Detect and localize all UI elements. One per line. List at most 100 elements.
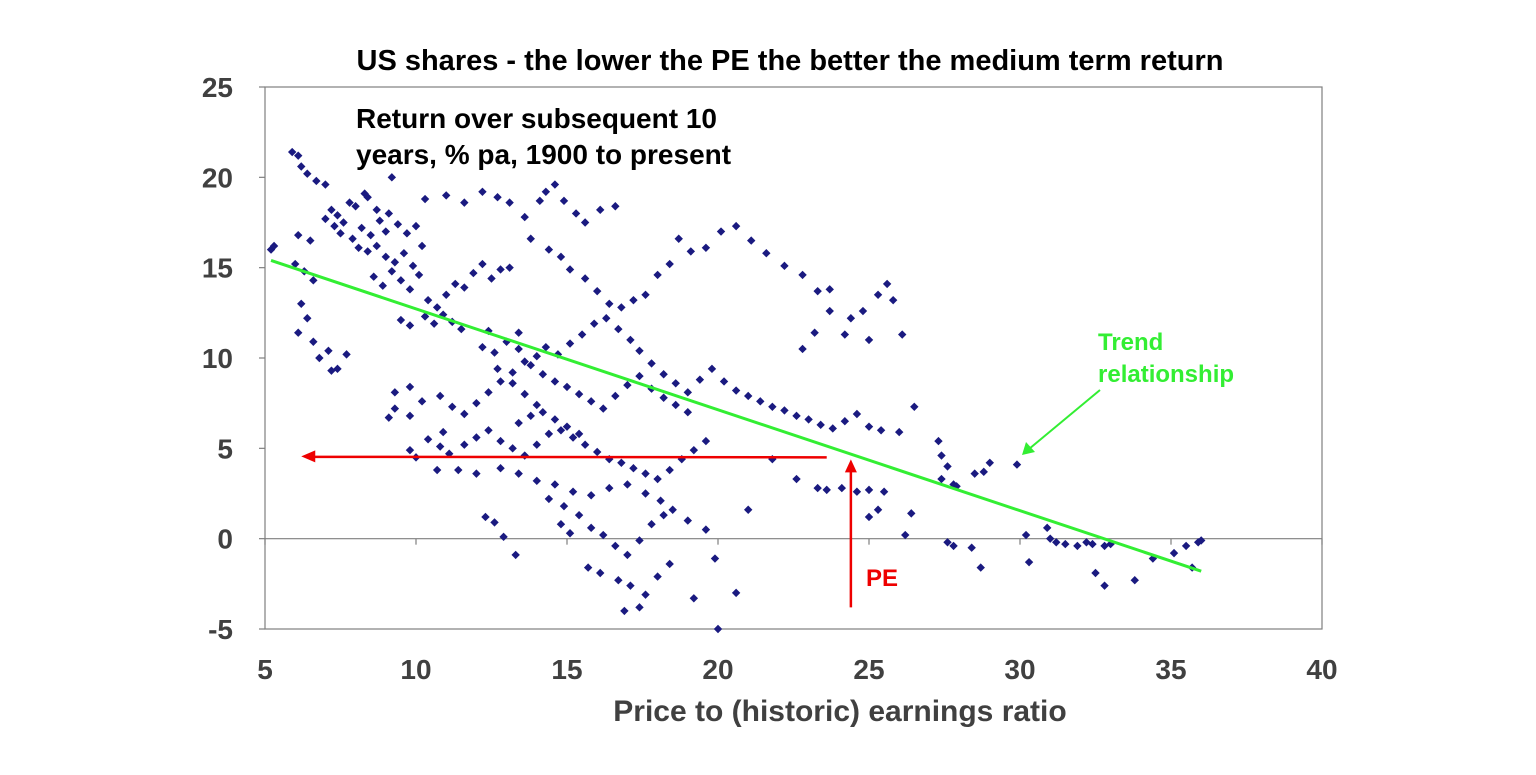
data-point	[423, 295, 433, 305]
data-point	[888, 295, 898, 305]
data-point	[635, 536, 644, 545]
data-point	[653, 474, 662, 484]
data-point	[707, 364, 717, 374]
data-point	[701, 243, 711, 252]
data-point	[372, 205, 381, 215]
data-point	[544, 245, 554, 254]
data-point	[656, 496, 665, 505]
data-point	[327, 205, 336, 215]
data-point	[505, 198, 514, 207]
data-point	[1042, 523, 1052, 533]
data-point	[306, 236, 315, 245]
data-point	[719, 377, 729, 386]
data-point	[442, 191, 451, 200]
data-point	[354, 243, 363, 252]
data-point	[472, 469, 481, 478]
data-point	[393, 220, 403, 229]
data-point	[435, 391, 445, 401]
data-point	[665, 559, 674, 569]
data-point	[550, 180, 560, 189]
data-point	[493, 364, 502, 374]
data-point	[327, 366, 336, 375]
data-point	[653, 270, 662, 280]
data-point	[952, 482, 961, 491]
data-point	[505, 263, 514, 272]
data-point	[792, 411, 801, 421]
data-point	[532, 400, 541, 410]
x-tick-label: 20	[702, 654, 733, 685]
data-point	[532, 476, 541, 486]
data-point	[689, 594, 699, 603]
data-point	[405, 321, 415, 330]
data-point	[617, 458, 626, 467]
data-point	[1106, 539, 1115, 549]
data-point	[538, 370, 548, 379]
data-point	[315, 353, 324, 363]
data-point	[378, 281, 387, 290]
data-point	[469, 268, 478, 278]
data-point	[731, 386, 741, 395]
data-point	[635, 603, 644, 612]
data-point	[840, 417, 850, 426]
data-point	[744, 505, 753, 514]
data-point	[460, 283, 469, 292]
data-point	[363, 193, 372, 202]
data-point	[1073, 541, 1082, 551]
data-point	[514, 418, 523, 428]
data-point	[526, 361, 535, 370]
data-point	[291, 259, 300, 269]
trend-label-line-1: Trend	[1098, 329, 1163, 356]
data-point	[605, 299, 614, 308]
data-point	[387, 267, 397, 276]
y-axis-ticks: 25 20 15 10 5 0 -5	[202, 72, 265, 645]
data-point	[390, 258, 400, 267]
data-point	[342, 350, 351, 359]
data-point	[538, 408, 548, 417]
data-point	[1046, 534, 1055, 543]
annotation-line-2: years, % pa, 1900 to present	[356, 139, 731, 170]
data-point	[967, 543, 976, 552]
data-point	[565, 265, 575, 274]
data-point	[432, 465, 442, 475]
data-point	[324, 346, 333, 355]
data-point	[556, 520, 566, 529]
data-point	[671, 400, 680, 410]
data-point	[683, 408, 692, 417]
data-point	[686, 247, 696, 256]
data-point	[747, 236, 756, 245]
data-point	[384, 413, 394, 422]
data-point	[460, 440, 469, 449]
data-point	[309, 337, 318, 346]
data-point	[321, 180, 330, 189]
data-point	[330, 221, 339, 231]
data-point	[614, 324, 623, 334]
data-point	[508, 444, 517, 453]
data-point	[544, 494, 554, 504]
data-point	[623, 550, 632, 560]
data-point	[1169, 548, 1179, 558]
data-point	[1100, 581, 1109, 590]
data-point	[375, 216, 384, 225]
data-point	[623, 380, 632, 390]
data-point	[713, 624, 723, 634]
data-point	[526, 234, 535, 243]
data-point	[351, 202, 360, 211]
y-tick-label: 5	[217, 433, 233, 464]
data-point	[460, 198, 469, 207]
data-point	[611, 202, 620, 211]
x-tick-label: 5	[257, 654, 273, 685]
data-point	[813, 483, 822, 493]
data-point	[873, 290, 883, 299]
data-point	[297, 162, 306, 171]
data-point	[438, 427, 448, 437]
data-point	[580, 218, 590, 227]
data-point	[641, 590, 650, 599]
data-point	[635, 371, 644, 381]
data-point	[1021, 530, 1031, 540]
data-point	[574, 389, 584, 399]
data-point	[626, 581, 635, 590]
data-point	[384, 209, 394, 218]
data-point	[372, 241, 381, 251]
data-point	[683, 388, 692, 397]
data-point	[559, 196, 569, 206]
